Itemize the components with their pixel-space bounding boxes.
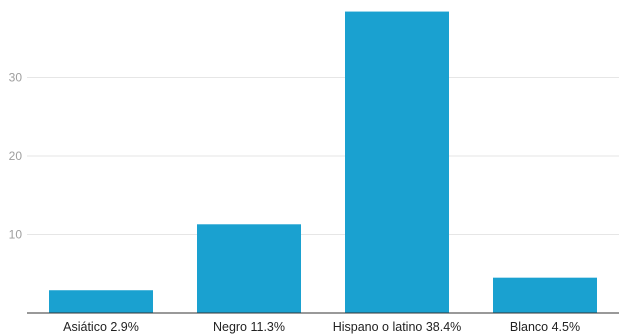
x-category-label: Blanco 4.5% — [510, 320, 580, 334]
bar-0 — [49, 290, 153, 313]
x-axis-labels: Asiático 2.9% Negro 11.3% Hispano o latino… — [63, 320, 580, 334]
grid-lines — [27, 77, 619, 235]
bars — [49, 11, 597, 314]
y-tick-label: 30 — [9, 71, 23, 85]
x-category-label: Negro 11.3% — [213, 320, 285, 334]
x-category-label: Asiático 2.9% — [63, 320, 139, 334]
y-tick-label: 10 — [9, 228, 23, 242]
y-tick-label: 20 — [9, 149, 23, 163]
bar-3 — [493, 277, 597, 313]
x-category-label: Hispano o latino 38.4% — [333, 320, 462, 334]
bar-2 — [345, 11, 449, 314]
bar-1 — [197, 224, 301, 313]
y-axis-ticks: 10 20 30 — [9, 71, 23, 242]
